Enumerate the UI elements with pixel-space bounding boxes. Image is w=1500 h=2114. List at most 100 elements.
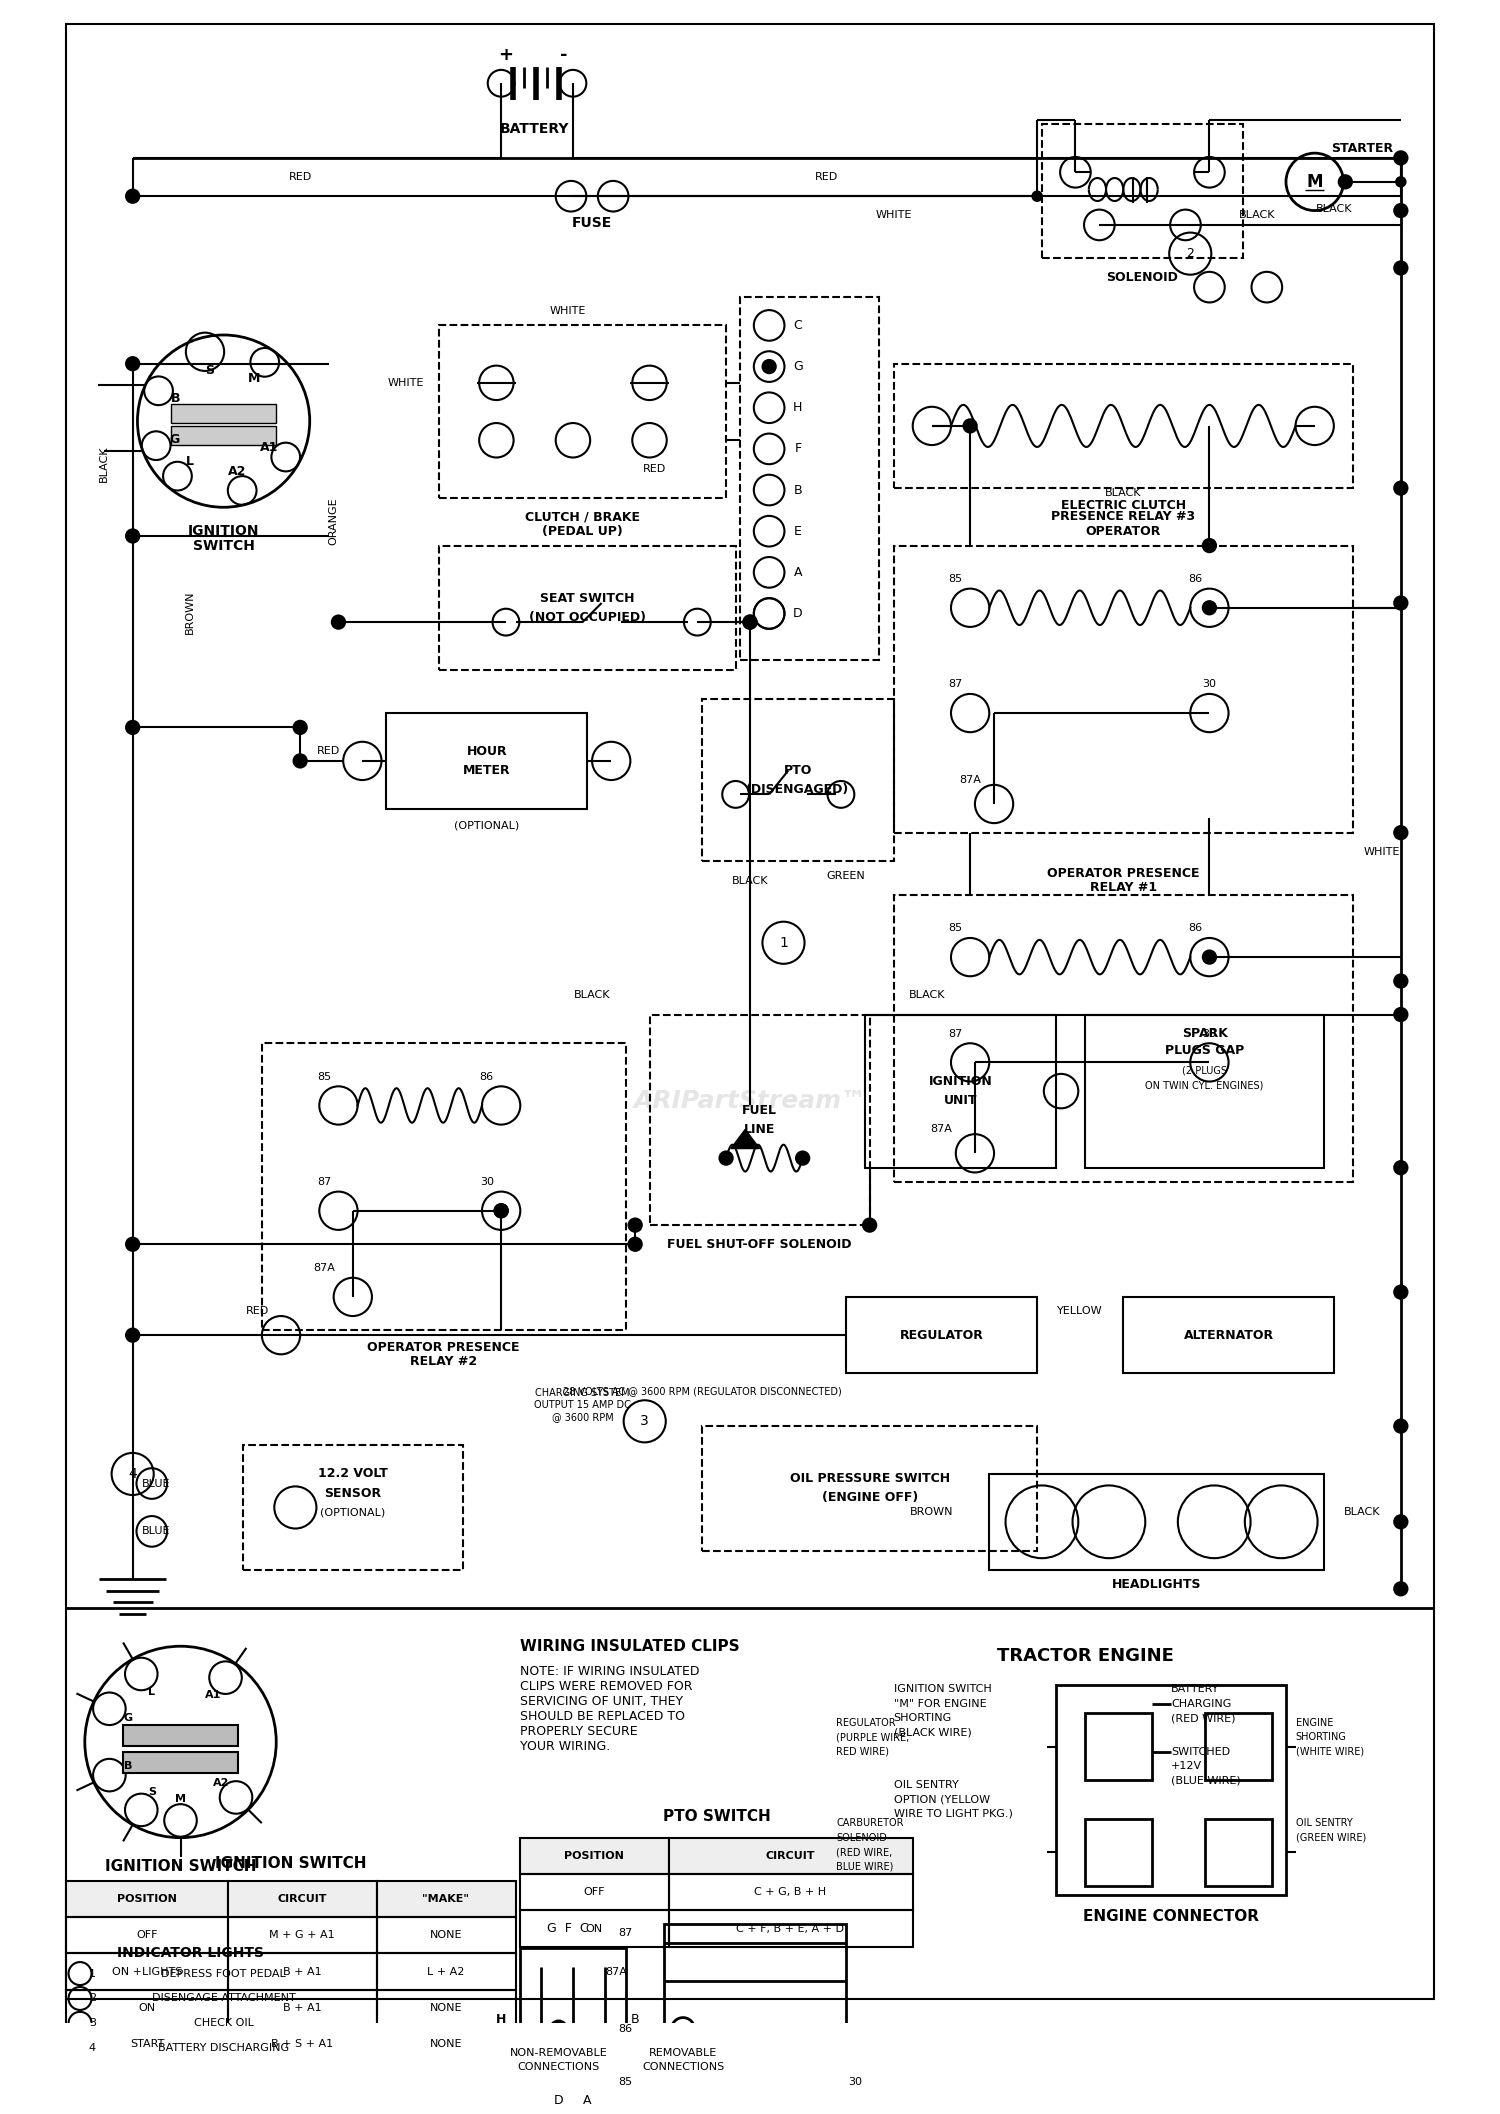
Text: OFF: OFF	[584, 1888, 604, 1896]
Circle shape	[1394, 480, 1408, 497]
Text: 86: 86	[618, 2023, 633, 2034]
Text: SWITCHED: SWITCHED	[1172, 1746, 1230, 1757]
Circle shape	[1394, 824, 1408, 841]
Text: C + G, B + H: C + G, B + H	[754, 1888, 826, 1896]
Text: LINE: LINE	[744, 1123, 776, 1135]
Text: B + A1: B + A1	[284, 2004, 321, 2013]
Text: SENSOR: SENSOR	[324, 1486, 381, 1499]
Circle shape	[762, 359, 777, 374]
Text: BLACK: BLACK	[1316, 203, 1352, 214]
Text: IGNITION SWITCH: IGNITION SWITCH	[214, 1856, 366, 1871]
Text: (OPTIONAL): (OPTIONAL)	[454, 820, 519, 831]
Text: REMOVABLE: REMOVABLE	[650, 2048, 717, 2059]
Text: 30: 30	[480, 1177, 494, 1188]
Text: S: S	[148, 1786, 156, 1797]
Text: B + A1: B + A1	[284, 1966, 321, 1977]
Bar	[990, 1473, 1324, 1571]
Text: (GREEN WIRE): (GREEN WIRE)	[1296, 1833, 1366, 1843]
Text: INDICATOR LIGHTS: INDICATOR LIGHTS	[117, 1945, 264, 1960]
Text: +: +	[498, 47, 513, 63]
Text: OPTION (YELLOW: OPTION (YELLOW	[894, 1795, 990, 1805]
Text: DISENGAGE ATTACHMENT: DISENGAGE ATTACHMENT	[152, 1994, 296, 2004]
Circle shape	[1394, 203, 1408, 218]
Text: SPARK: SPARK	[1182, 1027, 1227, 1040]
Text: PRESENCE RELAY #3: PRESENCE RELAY #3	[1052, 509, 1196, 524]
Text: 87A: 87A	[958, 776, 981, 784]
Text: SWITCH: SWITCH	[192, 539, 255, 552]
Text: A2: A2	[228, 465, 246, 478]
Bar	[243, 1446, 464, 1571]
Text: M + G + A1: M + G + A1	[270, 1930, 334, 1941]
Text: OIL SENTRY: OIL SENTRY	[894, 1780, 958, 1791]
Text: UNIT: UNIT	[944, 1095, 978, 1108]
Bar	[440, 545, 735, 670]
Text: FUEL: FUEL	[742, 1104, 777, 1116]
Text: 4: 4	[129, 1467, 136, 1482]
Bar	[894, 545, 1353, 833]
Text: HOUR: HOUR	[466, 744, 507, 757]
Bar	[1084, 1712, 1152, 1780]
Text: 28 VOLTS AC @ 3600 RPM (REGULATOR DISCONNECTED): 28 VOLTS AC @ 3600 RPM (REGULATOR DISCON…	[562, 1385, 842, 1395]
Text: BROWN: BROWN	[184, 590, 195, 634]
Text: 87: 87	[948, 679, 963, 689]
Text: RED: RED	[316, 746, 340, 757]
Bar	[669, 1911, 912, 1947]
Bar	[376, 1953, 516, 1989]
Text: BLUE WIRE): BLUE WIRE)	[836, 1860, 894, 1871]
Text: ORANGE: ORANGE	[328, 497, 339, 545]
Text: 12.2 VOLT: 12.2 VOLT	[318, 1467, 387, 1480]
Bar	[1124, 1296, 1334, 1374]
Text: 87: 87	[948, 1030, 963, 1038]
Text: RED: RED	[288, 171, 312, 182]
Text: -: -	[560, 47, 567, 63]
Text: NONE: NONE	[429, 1930, 462, 1941]
Bar	[66, 1989, 228, 2025]
Text: IGNITION SWITCH: IGNITION SWITCH	[105, 1858, 256, 1873]
Text: 30: 30	[849, 2076, 862, 2087]
Text: D: D	[554, 2095, 564, 2108]
Bar	[376, 2025, 516, 2063]
Text: RED: RED	[642, 463, 666, 474]
Text: (RED WIRE,: (RED WIRE,	[836, 1848, 892, 1856]
Bar	[376, 1881, 516, 1917]
Text: L + A2: L + A2	[427, 1966, 465, 1977]
Bar	[894, 894, 1353, 1182]
Circle shape	[494, 1203, 508, 1218]
Text: A1: A1	[206, 1689, 222, 1700]
Text: CONNECTIONS: CONNECTIONS	[642, 2063, 724, 2072]
Text: CONNECTIONS: CONNECTIONS	[518, 2063, 600, 2072]
Text: B: B	[124, 1761, 132, 1772]
Text: ALTERNATOR: ALTERNATOR	[1184, 1330, 1274, 1342]
Text: "M" FOR ENGINE: "M" FOR ENGINE	[894, 1700, 986, 1708]
Text: SEAT SWITCH: SEAT SWITCH	[540, 592, 634, 605]
Bar	[520, 1837, 669, 1873]
Circle shape	[795, 1150, 810, 1165]
Bar	[1084, 1818, 1152, 1886]
Bar	[702, 700, 894, 860]
Text: (ENGINE OFF): (ENGINE OFF)	[822, 1490, 918, 1505]
Bar	[865, 1015, 1056, 1167]
Text: ON TWIN CYL. ENGINES): ON TWIN CYL. ENGINES)	[1146, 1080, 1264, 1091]
Text: M: M	[248, 372, 259, 385]
Bar	[1204, 1712, 1272, 1780]
Text: H: H	[794, 402, 802, 414]
Circle shape	[124, 719, 141, 736]
Circle shape	[1338, 173, 1353, 190]
Text: RELAY #1: RELAY #1	[1089, 882, 1156, 894]
Text: 87: 87	[316, 1177, 332, 1188]
Text: NOTE: IF WIRING INSULATED
CLIPS WERE REMOVED FOR
SERVICING OF UNIT, THEY
SHOULD : NOTE: IF WIRING INSULATED CLIPS WERE REM…	[520, 1666, 701, 1753]
Text: B: B	[171, 393, 180, 406]
Text: 30: 30	[1203, 679, 1216, 689]
Text: H: H	[496, 2013, 507, 2025]
Text: PTO SWITCH: PTO SWITCH	[663, 1810, 771, 1824]
Text: M: M	[1306, 173, 1323, 190]
Circle shape	[1032, 190, 1042, 203]
Text: CHARGING: CHARGING	[1172, 1700, 1232, 1708]
Text: BLACK: BLACK	[1344, 1507, 1382, 1518]
Circle shape	[1395, 152, 1407, 163]
Text: 85: 85	[948, 924, 963, 934]
Text: 4: 4	[88, 2044, 96, 2053]
Bar	[228, 1953, 376, 1989]
Text: CIRCUIT: CIRCUIT	[765, 1852, 814, 1860]
Circle shape	[1394, 596, 1408, 611]
